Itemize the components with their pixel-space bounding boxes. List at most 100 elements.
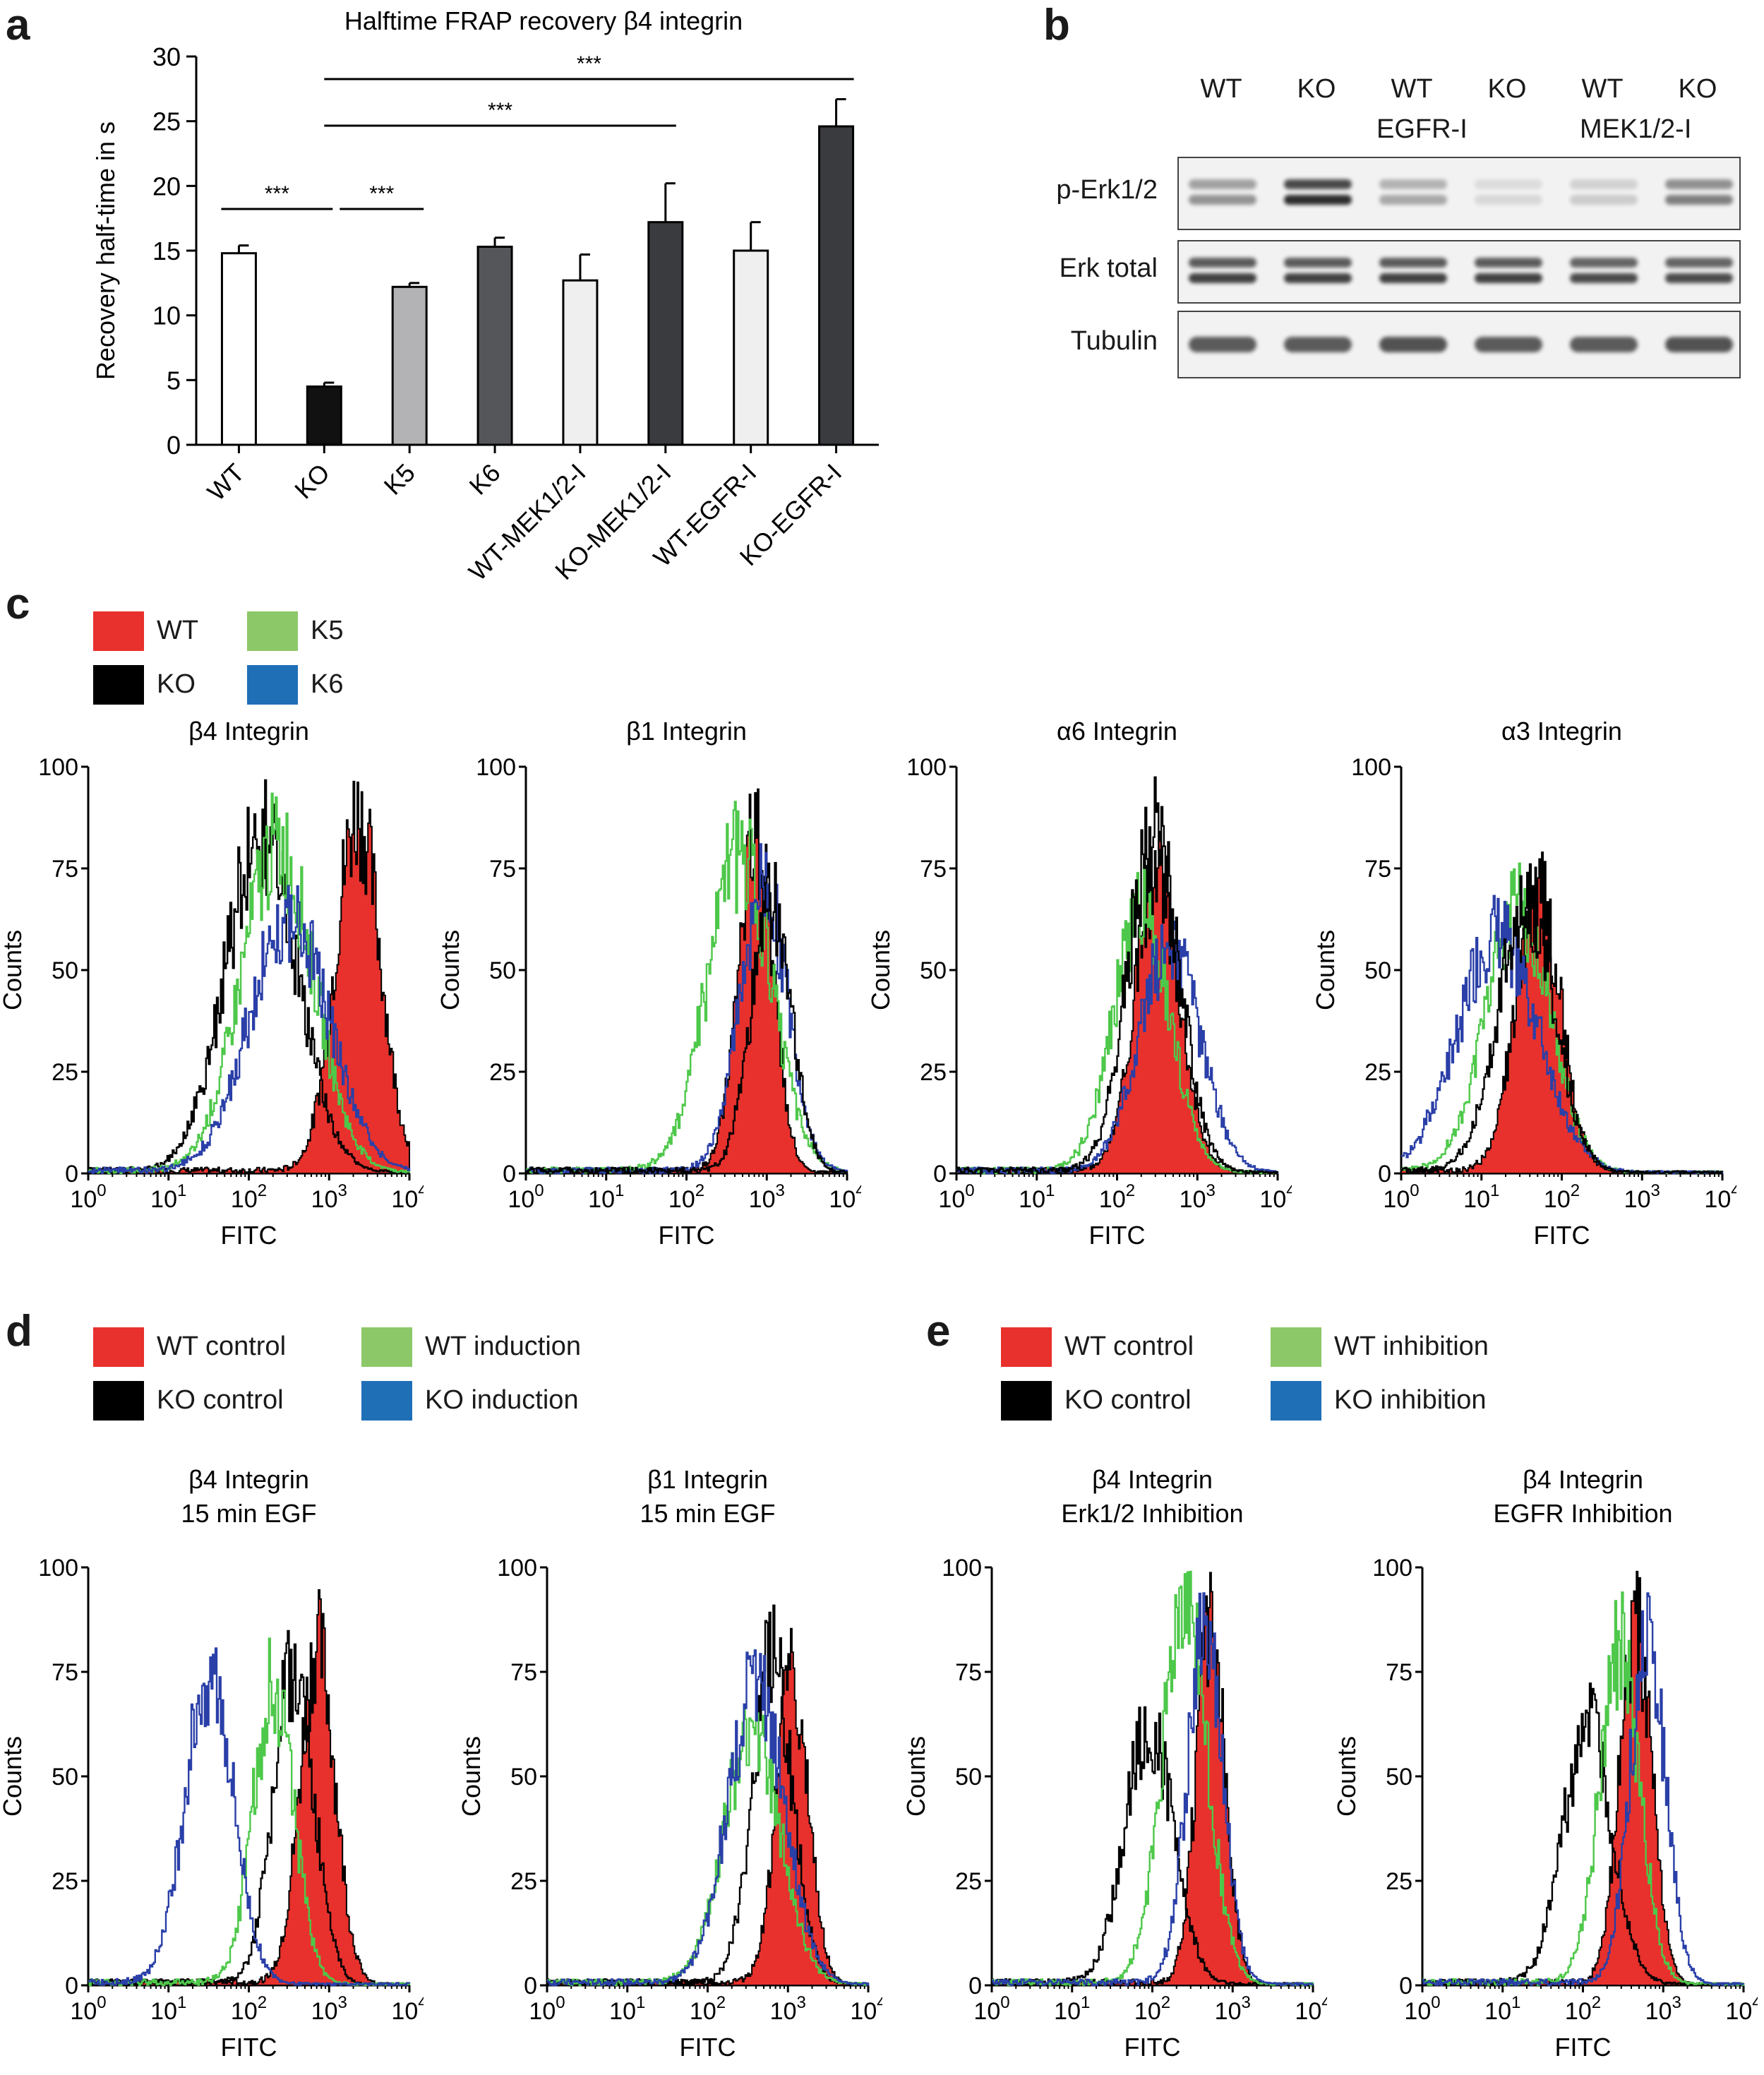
histogram-series-k6	[88, 885, 411, 1174]
x-tick-label: 102	[690, 1993, 726, 2025]
y-tick-label: 75	[52, 856, 78, 883]
blot-lane-label: KO	[1487, 74, 1527, 104]
x-tick-label: 101	[588, 1181, 624, 1213]
histogram-a6-integrin: α6 Integrin 0 25 50 75 100 100 101 102 103 104 FITC…	[868, 717, 1292, 1250]
y-axis-label: Counts	[1313, 930, 1340, 1010]
y-tick-label: 100	[497, 1555, 537, 1581]
x-tick-label: KO	[289, 458, 335, 505]
legend-swatch	[247, 611, 298, 651]
blot-band	[1665, 258, 1733, 268]
blot-band	[1665, 273, 1733, 283]
y-axis-label: Counts	[868, 930, 895, 1010]
y-tick-label: 25	[920, 1059, 947, 1086]
y-tick-label: 50	[955, 1764, 982, 1790]
y-tick-label: 25	[955, 1868, 982, 1895]
significance-label: ***	[488, 99, 512, 122]
x-tick-label: 102	[1565, 1993, 1601, 2025]
legend-swatch	[1271, 1381, 1321, 1421]
y-axis-label: Recovery half-time in s	[91, 121, 120, 380]
blot-band	[1379, 195, 1447, 205]
legend-swatch	[93, 611, 144, 651]
blot-band	[1570, 337, 1638, 352]
x-axis-label: FITC	[659, 1221, 715, 1250]
y-tick-label: 75	[510, 1659, 537, 1686]
histogram-title: 15 min EGF	[181, 1499, 316, 1528]
y-tick-label: 50	[1386, 1764, 1412, 1790]
x-tick-label: 100	[1404, 1993, 1440, 2025]
y-tick-label: 20	[152, 172, 181, 201]
x-tick-label: 104	[829, 1181, 861, 1213]
y-tick-label: 0	[968, 1973, 982, 1999]
histogram-series-wt	[525, 788, 848, 1174]
x-tick-label: 103	[1624, 1181, 1660, 1213]
y-tick-label: 15	[152, 237, 181, 265]
histogram-series-ko-induction	[547, 1649, 870, 1987]
x-tick-label: K5	[378, 458, 421, 501]
x-tick-label: 103	[1180, 1181, 1216, 1213]
blot-strip	[1177, 311, 1741, 378]
legend-label: WT	[157, 616, 199, 645]
legend-label: K5	[311, 616, 344, 645]
blot-group-label-egfr: EGFR-I	[1376, 114, 1468, 144]
histogram-title: α3 Integrin	[1501, 717, 1622, 746]
bar	[818, 125, 855, 446]
blot-band	[1570, 195, 1638, 205]
histogram-a3-integrin: α3 Integrin 0 25 50 75 100 100 101 102 103 104 FITC…	[1313, 717, 1736, 1250]
histogram-series-ko	[526, 861, 848, 1175]
x-tick-label: 100	[973, 1993, 1009, 2025]
legend-swatch	[361, 1327, 412, 1367]
x-tick-label: 104	[850, 1993, 882, 2025]
y-tick-label: 0	[65, 1973, 78, 1999]
x-tick-label: 103	[770, 1993, 806, 2025]
y-tick-label: 25	[1386, 1868, 1412, 1895]
y-axis-label: Counts	[904, 1736, 930, 1817]
y-tick-label: 75	[1386, 1659, 1412, 1686]
x-tick-label: 101	[150, 1181, 186, 1213]
panel-label-d: d	[6, 1307, 32, 1356]
blot-band	[1475, 179, 1542, 189]
y-tick-label: 75	[52, 1659, 78, 1686]
bar	[733, 249, 769, 446]
y-tick-label: 50	[489, 957, 516, 984]
histogram-b4-egfr-inhibition: β4 Integrin EGFR Inhibition 0 25 50 75 100 100 1…	[1334, 1465, 1758, 2062]
blot-lane-label: WT	[1200, 74, 1242, 104]
histogram-series-ko-inhibition	[992, 1592, 1314, 1987]
y-tick-label: 25	[1364, 1059, 1391, 1086]
blot-band	[1284, 258, 1352, 268]
legend-label: K6	[311, 669, 344, 699]
legend-label: WT control	[1064, 1332, 1194, 1361]
blot-band	[1570, 273, 1638, 283]
blot-strip	[1177, 240, 1741, 304]
legend-label: KO inhibition	[1334, 1385, 1487, 1415]
y-axis-label: Counts	[459, 1736, 486, 1817]
y-tick-label: 100	[476, 754, 516, 781]
x-tick-label: 102	[231, 1181, 267, 1213]
blot-band	[1189, 337, 1256, 352]
blot-band	[1284, 179, 1352, 189]
legend-swatch	[93, 1327, 144, 1367]
x-tick-label: 102	[1099, 1181, 1135, 1213]
x-tick-label: WT	[202, 458, 251, 507]
y-axis-label: Counts	[0, 930, 27, 1010]
blot-strip	[1177, 157, 1741, 230]
legend-swatch	[93, 1381, 144, 1421]
y-axis-label: Counts	[0, 1736, 27, 1817]
x-tick-label: 103	[311, 1993, 347, 2025]
x-tick-label: 103	[749, 1181, 785, 1213]
x-tick-label: 100	[529, 1993, 565, 2025]
x-axis-label: FITC	[221, 1221, 277, 1250]
y-tick-label: 25	[510, 1868, 537, 1895]
histogram-title: β4 Integrin	[188, 717, 309, 746]
y-tick-label: 50	[510, 1764, 537, 1790]
significance-label: ***	[577, 52, 601, 76]
blot-row-label: Tubulin	[1070, 326, 1158, 356]
y-axis-label: Counts	[1334, 1736, 1361, 1817]
histogram-series-k5	[526, 801, 848, 1174]
y-tick-label: 75	[1364, 856, 1391, 883]
x-tick-label: 104	[391, 1181, 424, 1213]
y-tick-label: 0	[1399, 1973, 1412, 1999]
y-tick-label: 100	[1351, 754, 1391, 781]
y-tick-label: 75	[955, 1659, 982, 1686]
panel-label-b: b	[1043, 1, 1070, 49]
histogram-title: β1 Integrin	[647, 1465, 768, 1494]
